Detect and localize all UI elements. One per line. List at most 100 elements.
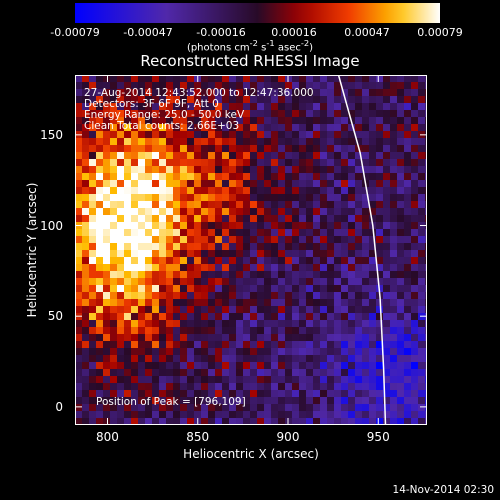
heatmap-cell [117, 264, 124, 271]
heatmap-cell [264, 404, 271, 411]
heatmap-cell [152, 264, 159, 271]
heatmap-cell [229, 299, 236, 306]
heatmap-cell [215, 320, 222, 327]
heatmap-cell [264, 390, 271, 397]
heatmap-cell [138, 117, 145, 124]
heatmap-cell [390, 341, 397, 348]
heatmap-cell [243, 201, 250, 208]
heatmap-cell [348, 411, 355, 418]
heatmap-cell [341, 306, 348, 313]
heatmap-cell [152, 229, 159, 236]
heatmap-cell [159, 404, 166, 411]
heatmap-cell [355, 236, 362, 243]
heatmap-cell [355, 397, 362, 404]
heatmap-cell [334, 229, 341, 236]
heatmap-cell [82, 362, 89, 369]
heatmap-cell [222, 222, 229, 229]
heatmap-cell [348, 292, 355, 299]
heatmap-cell [313, 145, 320, 152]
heatmap-cell [180, 264, 187, 271]
heatmap-cell [110, 285, 117, 292]
heatmap-cell [201, 159, 208, 166]
heatmap-cell [96, 243, 103, 250]
heatmap-cell [138, 75, 145, 82]
heatmap-cell [320, 96, 327, 103]
heatmap-cell [369, 201, 376, 208]
heatmap-cell [152, 418, 159, 425]
heatmap-cell [278, 250, 285, 257]
heatmap-cell [187, 131, 194, 138]
heatmap-cell [390, 194, 397, 201]
heatmap-cell [383, 411, 390, 418]
heatmap-cell [131, 138, 138, 145]
heatmap-cell [229, 418, 236, 425]
heatmap-cell [411, 75, 418, 82]
heatmap-cell [278, 271, 285, 278]
heatmap-cell [397, 187, 404, 194]
heatmap-cell [264, 152, 271, 159]
heatmap-cell [229, 96, 236, 103]
heatmap-cell [110, 257, 117, 264]
heatmap-cell [89, 138, 96, 145]
heatmap-cell [313, 320, 320, 327]
heatmap-cell [103, 348, 110, 355]
heatmap-cell [131, 299, 138, 306]
heatmap-cell [117, 180, 124, 187]
heatmap-cell [229, 348, 236, 355]
heatmap-cell [250, 82, 257, 89]
heatmap-cell [390, 369, 397, 376]
heatmap-cell [411, 355, 418, 362]
heatmap-cell [327, 215, 334, 222]
heatmap-cell [376, 320, 383, 327]
heatmap-cell [180, 411, 187, 418]
heatmap-cell [229, 271, 236, 278]
heatmap-cell [404, 152, 411, 159]
heatmap-cell [215, 180, 222, 187]
heatmap-cell [362, 152, 369, 159]
heatmap-cell [390, 166, 397, 173]
heatmap-cell [180, 103, 187, 110]
heatmap-cell [250, 243, 257, 250]
heatmap-cell [418, 201, 425, 208]
heatmap-cell [222, 89, 229, 96]
heatmap-cell [397, 180, 404, 187]
heatmap-cell [117, 355, 124, 362]
heatmap-cell [187, 89, 194, 96]
heatmap-cell [236, 320, 243, 327]
heatmap-cell [306, 320, 313, 327]
heatmap-cell [362, 229, 369, 236]
heatmap-cell [313, 131, 320, 138]
heatmap-cell [320, 117, 327, 124]
heatmap-cell [159, 236, 166, 243]
heatmap-cell [117, 397, 124, 404]
heatmap-cell [236, 418, 243, 425]
heatmap-cell [201, 320, 208, 327]
heatmap-cell [236, 236, 243, 243]
heatmap-cell [404, 208, 411, 215]
heatmap-cell [390, 355, 397, 362]
heatmap-cell [208, 173, 215, 180]
heatmap-cell [257, 152, 264, 159]
heatmap-cell [75, 89, 82, 96]
heatmap-cell [110, 208, 117, 215]
heatmap-cell [96, 138, 103, 145]
heatmap-cell [348, 138, 355, 145]
heatmap-cell [383, 166, 390, 173]
heatmap-cell [341, 215, 348, 222]
heatmap-cell [117, 138, 124, 145]
heatmap-cell [103, 89, 110, 96]
heatmap-cell [320, 89, 327, 96]
heatmap-cell [376, 404, 383, 411]
heatmap-cell [187, 390, 194, 397]
heatmap-cell [362, 313, 369, 320]
heatmap-cell [145, 278, 152, 285]
heatmap-cell [348, 285, 355, 292]
heatmap-cell [341, 313, 348, 320]
heatmap-cell [418, 257, 425, 264]
heatmap-cell [124, 313, 131, 320]
heatmap-cell [376, 96, 383, 103]
heatmap-cell [369, 82, 376, 89]
heatmap-cell [418, 82, 425, 89]
heatmap-cell [355, 229, 362, 236]
heatmap-cell [334, 180, 341, 187]
